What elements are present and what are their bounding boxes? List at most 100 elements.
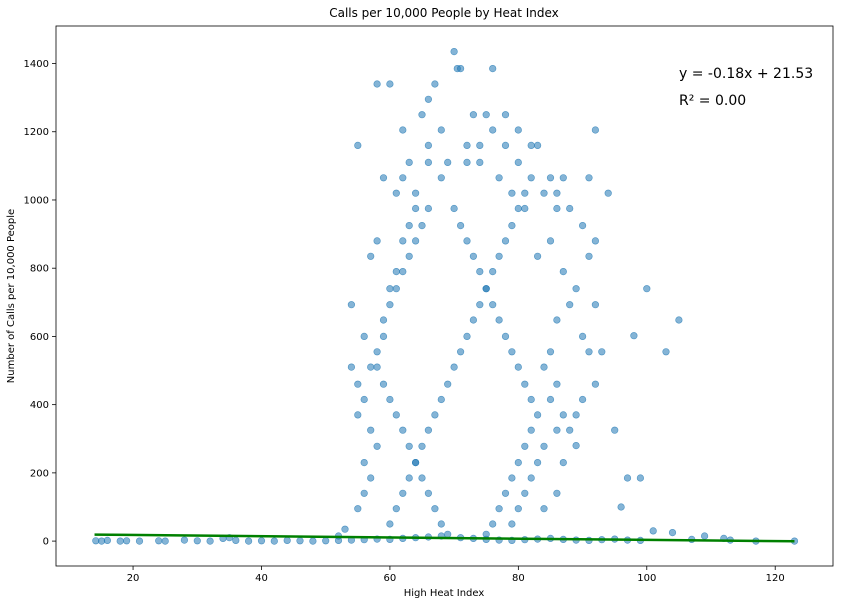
data-point	[476, 158, 484, 166]
data-point	[341, 525, 349, 533]
data-point	[379, 380, 388, 388]
data-point	[457, 222, 465, 230]
data-point	[135, 537, 144, 545]
data-point	[379, 174, 388, 182]
data-point	[521, 442, 529, 450]
data-point	[392, 411, 400, 419]
data-point	[437, 520, 445, 528]
points-layer	[92, 47, 799, 545]
data-point	[495, 316, 503, 324]
data-point	[399, 126, 407, 134]
y-tick-label: 600	[30, 332, 49, 343]
axes-frame	[55, 25, 834, 567]
y-tick-label: 1000	[24, 195, 49, 206]
data-point	[457, 64, 465, 73]
data-point	[418, 222, 426, 230]
x-tick-label: 60	[384, 573, 397, 584]
data-point	[379, 332, 388, 341]
data-point	[533, 459, 542, 467]
data-point	[482, 285, 490, 293]
data-point	[444, 158, 452, 166]
y-axis-label: Number of Calls per 10,000 People	[6, 209, 17, 383]
data-point	[514, 204, 522, 213]
data-point	[386, 301, 394, 309]
data-point	[508, 189, 516, 197]
data-point	[450, 47, 458, 56]
data-point	[514, 126, 522, 134]
data-point	[553, 204, 561, 213]
regression-line	[94, 533, 795, 543]
data-point	[540, 189, 548, 197]
data-point	[521, 189, 529, 197]
data-point	[193, 537, 201, 545]
data-point	[367, 363, 375, 371]
data-point	[399, 489, 407, 497]
data-point	[424, 489, 433, 497]
data-point	[501, 237, 510, 245]
data-point	[418, 111, 426, 119]
data-point	[450, 204, 458, 213]
data-point	[392, 268, 400, 276]
data-point	[399, 426, 407, 434]
data-point	[617, 503, 625, 511]
data-point	[495, 252, 503, 260]
data-point	[578, 222, 587, 230]
data-point	[367, 252, 375, 260]
x-tick-label: 80	[512, 573, 525, 584]
data-point	[270, 537, 278, 545]
data-point	[508, 222, 516, 230]
data-point	[508, 348, 516, 356]
data-point	[572, 285, 580, 293]
data-point	[578, 395, 587, 404]
data-point	[360, 332, 368, 341]
data-point	[598, 348, 606, 356]
x-tick-label: 120	[766, 573, 785, 584]
data-point	[489, 126, 497, 134]
y-tick-label: 400	[30, 400, 49, 411]
data-point	[309, 537, 317, 545]
data-point	[591, 237, 600, 245]
fit-layer	[94, 533, 795, 543]
data-point	[463, 332, 471, 341]
data-point	[367, 474, 375, 482]
data-point	[354, 141, 362, 149]
data-point	[386, 80, 394, 88]
data-point	[373, 348, 381, 356]
data-point	[553, 316, 561, 324]
data-point	[424, 204, 433, 213]
data-point	[386, 285, 394, 293]
data-point	[354, 505, 362, 513]
data-point	[643, 285, 651, 293]
plot-area	[92, 47, 799, 545]
data-point	[489, 268, 497, 276]
data-point	[116, 537, 124, 545]
data-point	[514, 363, 522, 371]
data-point	[572, 411, 580, 419]
data-point	[412, 204, 420, 213]
data-point	[354, 380, 362, 388]
data-point	[418, 474, 426, 482]
data-point	[405, 252, 413, 260]
data-point	[540, 442, 548, 450]
data-point	[578, 332, 587, 341]
data-point	[489, 64, 497, 73]
data-point	[437, 174, 445, 182]
data-point	[476, 268, 484, 276]
data-point	[527, 426, 535, 434]
data-point	[476, 141, 484, 149]
chart-title: Calls per 10,000 People by Heat Index	[329, 6, 559, 20]
data-point	[360, 395, 368, 404]
data-point	[431, 80, 439, 88]
data-point	[386, 395, 394, 404]
x-tick-label: 100	[637, 573, 656, 584]
y-tick-label: 800	[30, 264, 49, 275]
x-axis-ticks: 20 40 60 80 100 120	[127, 566, 785, 584]
data-point	[501, 111, 510, 119]
data-point	[566, 204, 574, 213]
data-point	[546, 348, 555, 356]
data-point	[559, 268, 567, 276]
data-point	[675, 316, 683, 324]
data-point	[392, 505, 400, 513]
data-point	[296, 537, 304, 545]
